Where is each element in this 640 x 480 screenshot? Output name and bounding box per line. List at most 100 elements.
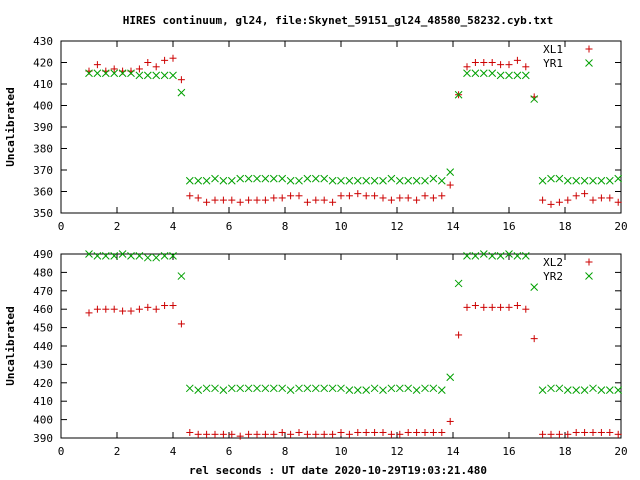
data-point (547, 430, 555, 438)
data-point (370, 384, 379, 393)
data-point (93, 305, 101, 313)
x-tick-label: 6 (226, 220, 233, 233)
series-yr2 (85, 250, 623, 395)
x-tick-label: 2 (114, 220, 121, 233)
data-point (329, 430, 337, 438)
data-point (194, 430, 202, 438)
y-tick-label: 390 (33, 121, 53, 134)
data-point (606, 428, 614, 436)
data-point (421, 176, 429, 185)
data-point (370, 176, 379, 185)
data-point (371, 428, 379, 436)
data-point (102, 305, 110, 313)
data-point (228, 196, 236, 204)
data-point (312, 196, 320, 204)
data-point (203, 198, 211, 206)
data-point (152, 253, 161, 262)
data-point (597, 386, 606, 395)
data-point (547, 200, 555, 208)
y-tick-label: 380 (33, 143, 53, 156)
data-point (362, 176, 371, 185)
data-point (286, 386, 295, 395)
data-point (438, 428, 446, 436)
data-point (177, 320, 185, 328)
data-point (85, 250, 93, 258)
data-point (287, 192, 295, 200)
data-point (345, 176, 354, 185)
data-point (446, 181, 454, 189)
data-point (471, 251, 480, 260)
data-point (513, 56, 521, 64)
data-point (614, 430, 622, 438)
x-tick-label: 0 (58, 220, 65, 233)
data-point (429, 428, 437, 436)
data-point (337, 192, 345, 200)
bottom-panel: 390 400 410 420 430 440 450 460 470 480 490 0 2 4 6 8 10… (4, 248, 628, 458)
x-tick-label: 8 (282, 445, 289, 458)
data-point (110, 69, 119, 78)
data-point (244, 174, 253, 183)
y-axis-label: Uncalibrated (4, 306, 17, 385)
y-tick-label: 420 (33, 57, 53, 70)
data-point (194, 386, 203, 395)
data-point (455, 331, 463, 339)
series-xl1 (85, 54, 622, 208)
data-point (589, 384, 597, 393)
x-tick-label: 16 (502, 445, 515, 458)
data-point (539, 196, 547, 204)
data-point (581, 190, 589, 198)
data-point (253, 430, 261, 438)
data-point (395, 384, 404, 393)
data-point (563, 176, 572, 185)
data-point (253, 174, 261, 183)
data-point (236, 174, 245, 183)
data-point (496, 251, 505, 260)
data-point (446, 168, 455, 177)
data-point (564, 196, 572, 204)
y-tick-label: 370 (33, 164, 53, 177)
data-point (160, 251, 169, 260)
data-point (144, 303, 152, 311)
data-point (446, 373, 455, 382)
data-point (320, 430, 328, 438)
data-point (93, 61, 101, 69)
data-point (295, 176, 303, 185)
x-tick-label: 12 (390, 220, 403, 233)
x-tick-label: 16 (502, 220, 515, 233)
data-point (245, 196, 253, 204)
legend-marker (585, 59, 593, 67)
data-point (236, 384, 245, 393)
data-point (345, 192, 353, 200)
data-point (203, 430, 211, 438)
y-tick-label: 410 (33, 78, 53, 91)
data-point (303, 174, 312, 183)
data-point (345, 386, 354, 395)
data-point (101, 69, 110, 78)
data-point (387, 196, 395, 204)
data-point (614, 386, 623, 395)
data-point (497, 303, 505, 311)
data-point (320, 384, 329, 393)
y-tick-label: 470 (33, 285, 53, 298)
data-point (605, 176, 614, 185)
data-point (463, 69, 471, 78)
data-point (438, 192, 446, 200)
y-tick-label: 450 (33, 322, 53, 335)
data-point (555, 174, 564, 183)
data-point (312, 430, 320, 438)
data-point (186, 192, 194, 200)
data-point (521, 251, 530, 260)
series-xl2 (85, 302, 622, 440)
data-point (488, 303, 496, 311)
data-point (337, 384, 345, 393)
data-point (219, 196, 227, 204)
data-point (530, 95, 539, 103)
data-point (437, 386, 446, 395)
data-point (614, 198, 622, 206)
data-point (270, 430, 278, 438)
x-tick-label: 0 (58, 445, 65, 458)
x-tick-label: 8 (282, 220, 289, 233)
data-point (404, 428, 412, 436)
data-point (564, 430, 572, 438)
